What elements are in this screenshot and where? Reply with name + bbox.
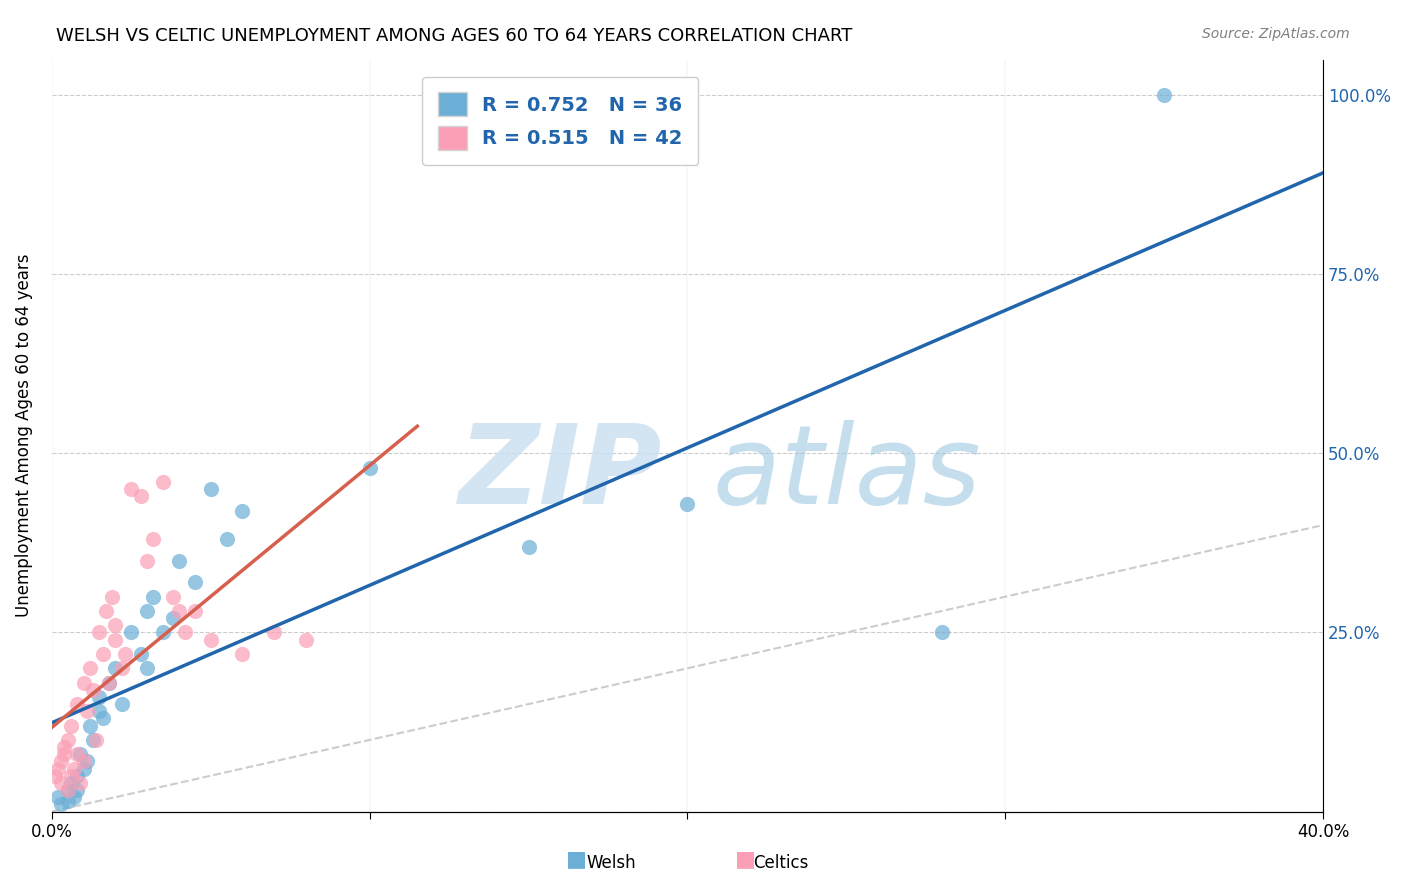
- Point: [517, 540, 540, 554]
- Point: [263, 625, 285, 640]
- Text: WELSH VS CELTIC UNEMPLOYMENT AMONG AGES 60 TO 64 YEARS CORRELATION CHART: WELSH VS CELTIC UNEMPLOYMENT AMONG AGES …: [56, 27, 852, 45]
- Point: [66, 769, 89, 783]
- Point: [120, 483, 142, 497]
- Point: [142, 533, 165, 547]
- Point: [66, 783, 89, 797]
- Point: [66, 697, 89, 711]
- Point: [69, 747, 91, 762]
- Text: Celtics: Celtics: [752, 855, 808, 872]
- Point: [53, 747, 76, 762]
- Point: [111, 661, 134, 675]
- Point: [79, 718, 101, 732]
- Point: [129, 647, 152, 661]
- Point: [167, 554, 190, 568]
- Point: [1153, 88, 1175, 103]
- Text: Welsh: Welsh: [586, 855, 637, 872]
- Point: [91, 711, 114, 725]
- Point: [79, 661, 101, 675]
- Point: [114, 647, 136, 661]
- Text: ZIP: ZIP: [458, 419, 662, 526]
- Point: [89, 690, 111, 704]
- Point: [63, 790, 86, 805]
- Point: [215, 533, 238, 547]
- Point: [104, 618, 127, 632]
- Point: [200, 483, 222, 497]
- Point: [59, 769, 82, 783]
- Point: [53, 740, 76, 755]
- Point: [162, 611, 184, 625]
- Point: [136, 661, 159, 675]
- Point: [162, 590, 184, 604]
- Point: [76, 755, 98, 769]
- Point: [120, 625, 142, 640]
- Point: [56, 783, 79, 797]
- Legend: R = 0.752   N = 36, R = 0.515   N = 42: R = 0.752 N = 36, R = 0.515 N = 42: [422, 77, 699, 165]
- Point: [46, 790, 69, 805]
- Point: [359, 460, 381, 475]
- Point: [63, 762, 86, 776]
- Point: [231, 647, 253, 661]
- Point: [111, 697, 134, 711]
- Point: [72, 675, 94, 690]
- Point: [72, 762, 94, 776]
- Point: [200, 632, 222, 647]
- Point: [72, 755, 94, 769]
- Point: [152, 625, 174, 640]
- Point: [69, 776, 91, 790]
- Point: [46, 762, 69, 776]
- Point: [97, 675, 120, 690]
- Point: [59, 718, 82, 732]
- Point: [152, 475, 174, 489]
- Point: [97, 675, 120, 690]
- Point: [56, 783, 79, 797]
- Point: [51, 776, 73, 790]
- Point: [76, 704, 98, 718]
- Point: [51, 797, 73, 812]
- Point: [184, 604, 207, 618]
- Point: [56, 732, 79, 747]
- Text: atlas: atlas: [713, 419, 981, 526]
- Point: [167, 604, 190, 618]
- Point: [174, 625, 197, 640]
- Point: [136, 554, 159, 568]
- Text: ■: ■: [567, 849, 586, 869]
- Point: [129, 490, 152, 504]
- Point: [84, 732, 107, 747]
- Y-axis label: Unemployment Among Ages 60 to 64 years: Unemployment Among Ages 60 to 64 years: [15, 254, 32, 617]
- Point: [676, 497, 699, 511]
- Point: [66, 747, 89, 762]
- Point: [59, 776, 82, 790]
- Point: [101, 590, 124, 604]
- Point: [142, 590, 165, 604]
- Point: [184, 575, 207, 590]
- Text: Source: ZipAtlas.com: Source: ZipAtlas.com: [1202, 27, 1350, 41]
- Point: [51, 755, 73, 769]
- Point: [82, 682, 104, 697]
- Point: [89, 704, 111, 718]
- Point: [94, 604, 117, 618]
- Point: [295, 632, 318, 647]
- Point: [44, 769, 66, 783]
- Point: [56, 794, 79, 808]
- Text: ■: ■: [735, 849, 755, 869]
- Point: [104, 661, 127, 675]
- Point: [231, 504, 253, 518]
- Point: [91, 647, 114, 661]
- Point: [82, 732, 104, 747]
- Point: [931, 625, 953, 640]
- Point: [89, 625, 111, 640]
- Point: [136, 604, 159, 618]
- Point: [104, 632, 127, 647]
